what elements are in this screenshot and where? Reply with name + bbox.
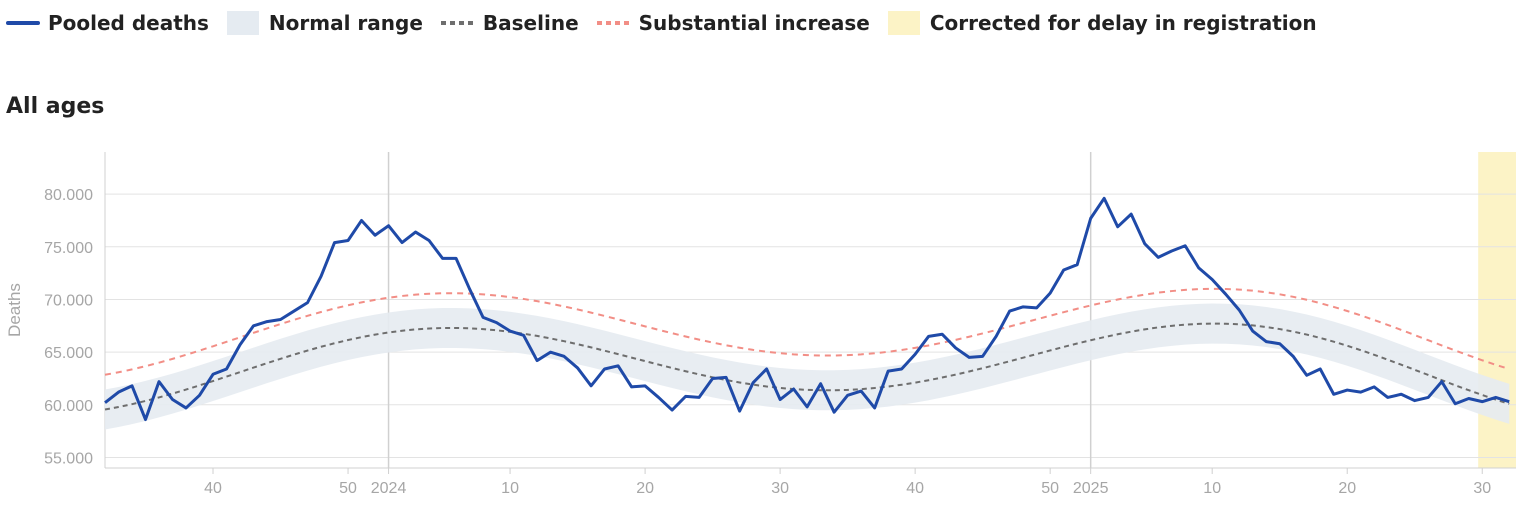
pooled-deaths-line [104,196,1510,422]
normal-range-band [105,303,1510,430]
x-tick-label: 20 [636,480,654,497]
legend-box-swatch [226,11,259,35]
x-tick-label: 50 [339,480,357,497]
legend-dash-swatch [596,21,631,25]
x-tick-label: 30 [1473,480,1491,497]
x-tick-label: 10 [1203,480,1221,497]
x-tick-label: 2024 [371,480,407,497]
x-tick-label: 40 [906,480,924,497]
legend-label: Substantial increase [638,11,870,35]
legend-label: Normal range [268,11,423,35]
legend-box-swatch [887,11,920,35]
y-tick-label: 75.000 [44,240,93,257]
legend-dash-swatch [440,21,475,25]
legend-label: Corrected for delay in registration [929,11,1317,35]
y-tick-label: 70.000 [44,292,93,309]
y-tick-label: 80.000 [44,187,93,204]
panel-title: All ages [6,94,105,119]
x-tick-label: 30 [771,480,789,497]
x-tick-label: 50 [1041,480,1059,497]
legend-line-swatch [6,21,40,25]
legend-item[interactable]: Baseline [440,11,579,35]
y-tick-label: 60.000 [44,398,93,415]
substantial-increase-line [104,287,1510,376]
x-tick-label: 20 [1338,480,1356,497]
y-tick-label: 55.000 [44,450,93,467]
legend-label: Baseline [482,11,579,35]
chart-legend: Pooled deaths Normal range Baseline Substan… [6,8,1335,38]
legend-label: Pooled deaths [48,11,209,35]
x-tick-label: 40 [204,480,222,497]
y-axis-title: Deaths [5,283,24,337]
x-tick-label: 10 [501,480,519,497]
y-tick-label: 65.000 [44,345,93,362]
legend-item[interactable]: Normal range [226,11,423,35]
chart-plot: 55.000 60.000 65.000 70.000 75.000 80.000 40 50… [5,152,1516,497]
legend-item[interactable]: Pooled deaths [6,11,209,35]
x-tick-label: 2025 [1073,480,1109,497]
delay-correction-band [1478,152,1516,468]
legend-item[interactable]: Substantial increase [596,11,870,35]
baseline-line [104,322,1510,411]
legend-item[interactable]: Corrected for delay in registration [887,11,1317,35]
